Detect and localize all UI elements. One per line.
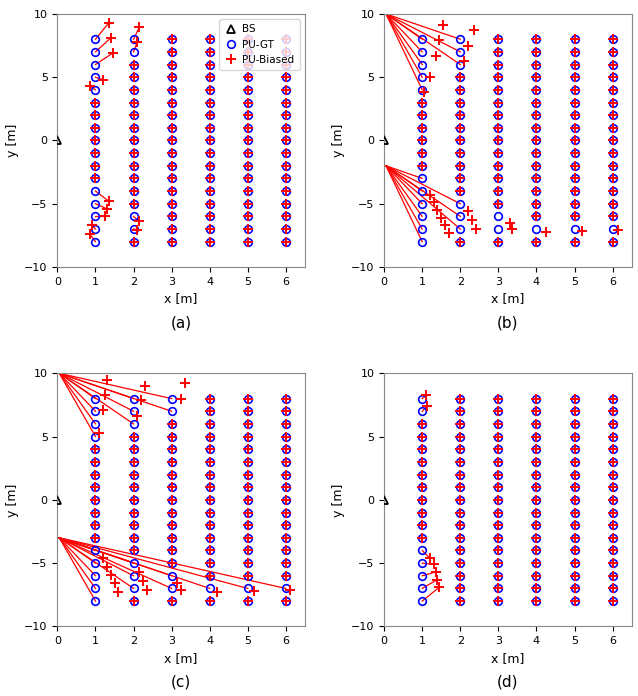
Y-axis label: y [m]: y [m]	[332, 483, 345, 516]
Y-axis label: y [m]: y [m]	[6, 124, 19, 157]
Text: (b): (b)	[497, 315, 519, 330]
Text: (d): (d)	[497, 674, 519, 690]
Y-axis label: y [m]: y [m]	[332, 124, 345, 157]
X-axis label: x [m]: x [m]	[491, 651, 524, 665]
X-axis label: x [m]: x [m]	[165, 651, 198, 665]
Text: (c): (c)	[171, 674, 191, 690]
X-axis label: x [m]: x [m]	[491, 292, 524, 306]
X-axis label: x [m]: x [m]	[165, 292, 198, 306]
Y-axis label: y [m]: y [m]	[6, 483, 19, 516]
Legend: BS, PU-GT, PU-Biased: BS, PU-GT, PU-Biased	[219, 19, 300, 70]
Text: (a): (a)	[170, 315, 192, 330]
